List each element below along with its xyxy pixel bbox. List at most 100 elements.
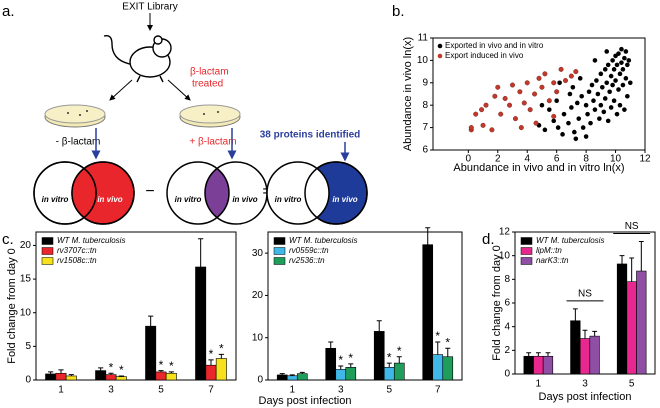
significance-mark: * [209, 347, 214, 361]
y-tick-label: 10 [499, 250, 511, 261]
bar [325, 347, 337, 381]
bar [335, 369, 347, 381]
venn [166, 161, 268, 225]
venn-label: in vivo [97, 195, 122, 204]
point [502, 95, 508, 101]
y-tick-label: 10 [417, 55, 429, 66]
x-tick-label: 5 [629, 379, 635, 390]
point [521, 100, 527, 106]
point [598, 102, 604, 108]
bar [165, 372, 177, 381]
arrow [167, 79, 191, 101]
error-bar [348, 363, 354, 368]
plot-frame [35, 231, 237, 381]
legend-label: WT M. tuberculosis [289, 236, 357, 245]
bar [55, 372, 67, 381]
error-bar [545, 352, 551, 357]
significance-mark: * [169, 359, 174, 373]
legend-label: WT M. tuberculosis [536, 236, 604, 245]
venn-label: in vivo [232, 195, 257, 204]
error-bar [168, 371, 174, 374]
x-tick-label: 4 [524, 154, 530, 165]
point [524, 80, 530, 86]
point [614, 62, 620, 68]
point [539, 84, 545, 90]
point [507, 102, 513, 108]
arrow [109, 79, 133, 101]
annotation: NS [578, 289, 592, 300]
point [605, 62, 611, 68]
point [542, 127, 548, 133]
x-tick-label: 3 [108, 385, 114, 396]
y-tick-label: 8 [504, 274, 510, 285]
bar [155, 371, 167, 381]
legend-label: Export induced in vivo [445, 51, 524, 60]
error-bar [299, 371, 305, 374]
point [546, 98, 552, 104]
point [592, 58, 598, 63]
bar [65, 375, 77, 381]
point [563, 78, 569, 84]
point [626, 58, 632, 63]
error-bar [535, 352, 541, 357]
point [608, 73, 614, 79]
bar [276, 374, 288, 381]
error-bar [425, 227, 431, 245]
error-bar [118, 375, 124, 377]
legend-marker [437, 43, 443, 49]
error-bar [328, 341, 334, 349]
point [567, 91, 573, 97]
y-tick-label: 0 [257, 375, 263, 386]
petri-dish [44, 104, 106, 128]
point [579, 93, 584, 99]
error-bar [208, 359, 214, 366]
point [617, 71, 623, 77]
point [623, 49, 629, 54]
point [583, 102, 589, 108]
y-tick-label: 11 [418, 33, 429, 44]
error-bar [435, 341, 441, 355]
point [574, 100, 580, 106]
y-tick-label: 20 [20, 240, 32, 251]
y-tick-label: 6 [422, 145, 428, 156]
legend-label: WT M. tuberculosis [57, 236, 125, 245]
bar [393, 362, 405, 381]
point [568, 73, 574, 79]
significance-mark: * [397, 344, 402, 358]
y-tick-label: 6 [504, 298, 510, 309]
point [468, 125, 474, 131]
x-tick-label: 6 [554, 154, 560, 165]
point [518, 125, 524, 131]
plot-frame [267, 231, 463, 381]
x-tick-label: 1 [58, 385, 64, 396]
point [517, 89, 523, 95]
legend-swatch [41, 247, 54, 255]
bar [45, 373, 57, 381]
error-bar [68, 374, 74, 376]
legend-label: narK3::tn [536, 256, 569, 265]
bar [616, 263, 628, 375]
legend-label: rv0559c::tn [289, 246, 329, 255]
point [585, 111, 590, 117]
y-tick-label: 10 [252, 332, 264, 343]
point [566, 120, 571, 126]
y-tick-label: 5 [25, 341, 31, 352]
point [557, 80, 562, 86]
y-tick-label: 9 [422, 77, 428, 88]
x-axis-label: Days post infection [539, 391, 632, 403]
x-tick-label: 3 [582, 379, 588, 390]
point [608, 105, 614, 110]
point [586, 89, 592, 95]
point [622, 107, 627, 112]
diagram: EXIT Library β-lactam treated - β-lactam… [33, 2, 368, 225]
point [512, 116, 518, 122]
point [622, 55, 627, 61]
point [619, 46, 624, 52]
point [483, 102, 489, 108]
venn-label: in vitro [275, 195, 302, 204]
legend-swatch [41, 237, 54, 245]
treatment-label: treated [192, 79, 223, 90]
point [498, 111, 504, 117]
x-axis-label: Abundance in vivo and in vitro ln(x) [453, 162, 624, 174]
annotation: NS [625, 221, 639, 232]
